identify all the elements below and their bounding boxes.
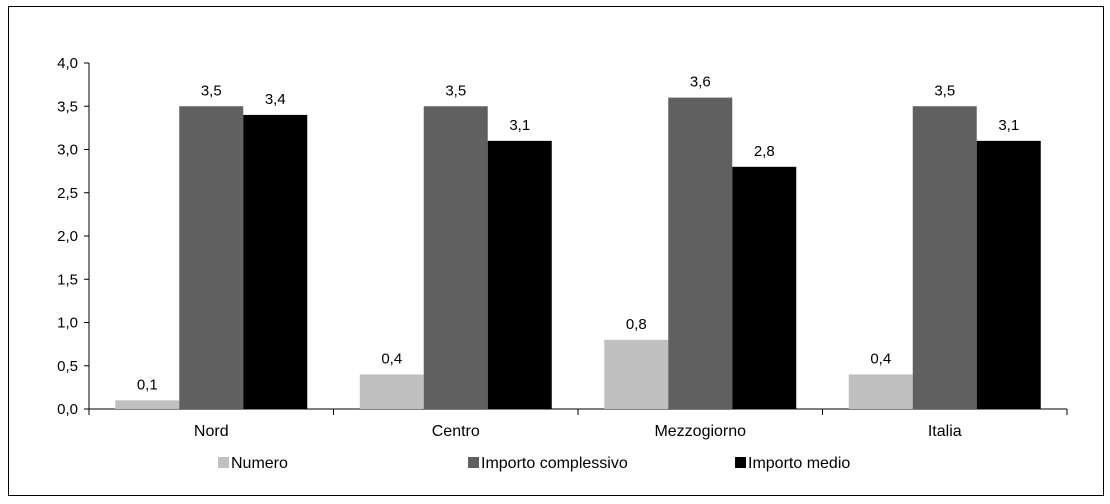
data-label: 3,6: [690, 74, 711, 91]
y-tick-label: 3,5: [57, 98, 78, 115]
data-label: 3,1: [998, 117, 1019, 134]
data-label: 0,4: [870, 350, 891, 367]
data-label: 0,4: [381, 350, 402, 367]
category-label: Centro: [432, 423, 480, 440]
data-label: 3,5: [934, 82, 955, 99]
category-label: Nord: [194, 423, 229, 440]
bar: [115, 400, 180, 409]
legend-label: Importo medio: [748, 455, 850, 472]
category-label: Mezzogiorno: [654, 423, 746, 440]
data-label: 0,8: [626, 316, 647, 333]
y-tick-label: 2,0: [57, 228, 78, 245]
y-tick-label: 0,5: [57, 358, 78, 375]
data-label: 0,1: [137, 376, 158, 393]
bar: [604, 339, 669, 409]
y-tick-label: 4,0: [57, 55, 78, 72]
bar: [848, 374, 913, 409]
bar: [668, 97, 733, 409]
bar-chart: 0,0 0,5 1,0 1,5 2,0 2,5 3,0 3,5 4,0 0,1 3,5 3,4 Nord…: [57, 55, 1068, 472]
category-label: Italia: [928, 423, 962, 440]
data-label: 2,8: [754, 143, 775, 160]
legend-swatch: [218, 457, 229, 468]
y-tick-label: 1,0: [57, 315, 78, 332]
y-tick-label: 2,5: [57, 185, 78, 202]
bar: [912, 106, 977, 409]
bar: [487, 140, 552, 409]
bar: [243, 114, 308, 410]
legend-swatch: [735, 457, 746, 468]
y-tick-label: 0,0: [57, 401, 78, 418]
y-tick-label: 3,0: [57, 142, 78, 159]
data-label: 3,5: [201, 82, 222, 99]
legend-swatch: [468, 457, 479, 468]
data-label: 3,5: [445, 82, 466, 99]
data-label: 3,1: [509, 117, 530, 134]
y-tick-label: 1,5: [57, 271, 78, 288]
bar: [179, 106, 244, 409]
legend-label: Numero: [231, 455, 288, 472]
legend-label: Importo complessivo: [481, 455, 628, 472]
chart-frame: 0,0 0,5 1,0 1,5 2,0 2,5 3,0 3,5 4,0 0,1 3,5 3,4 Nord…: [8, 6, 1104, 496]
bar: [423, 106, 488, 409]
bar: [976, 140, 1041, 409]
data-label: 3,4: [265, 91, 286, 108]
bar: [359, 374, 424, 409]
bar: [732, 166, 797, 409]
